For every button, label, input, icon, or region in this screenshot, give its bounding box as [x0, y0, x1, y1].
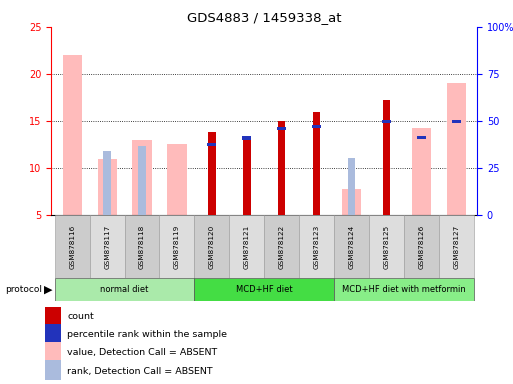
Text: GSM878120: GSM878120 — [209, 225, 215, 269]
Bar — [90, 215, 125, 278]
Bar — [160, 215, 194, 278]
Text: MCD+HF diet: MCD+HF diet — [236, 285, 292, 294]
Text: GSM878119: GSM878119 — [174, 225, 180, 269]
Bar — [264, 215, 299, 278]
Title: GDS4883 / 1459338_at: GDS4883 / 1459338_at — [187, 11, 342, 24]
Text: GSM878116: GSM878116 — [69, 225, 75, 269]
Bar — [334, 278, 473, 301]
Bar — [63, 55, 82, 215]
Bar — [383, 100, 390, 215]
Bar — [138, 146, 146, 215]
Bar — [45, 305, 61, 327]
Bar — [194, 278, 334, 301]
Bar — [369, 215, 404, 278]
Text: ▶: ▶ — [44, 285, 52, 295]
Text: normal diet: normal diet — [101, 285, 149, 294]
Text: value, Detection Call = ABSENT: value, Detection Call = ABSENT — [67, 348, 218, 357]
Text: protocol: protocol — [5, 285, 42, 294]
Text: GSM878127: GSM878127 — [453, 225, 459, 269]
Text: percentile rank within the sample: percentile rank within the sample — [67, 330, 227, 339]
Text: GSM878117: GSM878117 — [104, 225, 110, 269]
Text: GSM878125: GSM878125 — [383, 225, 389, 269]
Bar — [229, 215, 264, 278]
Bar — [242, 136, 251, 140]
Bar — [45, 324, 61, 346]
Bar — [446, 83, 466, 215]
Bar — [132, 140, 152, 215]
Bar — [207, 143, 216, 146]
Text: MCD+HF diet with metformin: MCD+HF diet with metformin — [342, 285, 466, 294]
Bar — [243, 140, 250, 215]
Text: GSM878121: GSM878121 — [244, 225, 250, 269]
Text: count: count — [67, 312, 94, 321]
Bar — [348, 158, 356, 215]
Bar — [208, 132, 215, 215]
Bar — [313, 112, 321, 215]
Bar — [278, 121, 285, 215]
Bar — [194, 215, 229, 278]
Bar — [411, 127, 431, 215]
Bar — [55, 278, 194, 301]
Text: GSM878118: GSM878118 — [139, 225, 145, 269]
Bar — [334, 215, 369, 278]
Bar — [452, 119, 461, 123]
Bar — [277, 127, 286, 131]
Text: GSM878126: GSM878126 — [418, 225, 424, 269]
Text: GSM878123: GSM878123 — [313, 225, 320, 269]
Text: GSM878122: GSM878122 — [279, 225, 285, 269]
Bar — [97, 159, 117, 215]
Text: GSM878124: GSM878124 — [348, 225, 354, 269]
Bar — [382, 119, 391, 123]
Bar — [439, 215, 473, 278]
Bar — [45, 342, 61, 364]
Bar — [167, 144, 187, 215]
Bar — [45, 360, 61, 382]
Bar — [312, 125, 321, 129]
Bar — [55, 215, 90, 278]
Bar — [103, 151, 111, 215]
Bar — [342, 189, 361, 215]
Text: rank, Detection Call = ABSENT: rank, Detection Call = ABSENT — [67, 367, 213, 376]
Bar — [417, 136, 426, 139]
Bar — [404, 215, 439, 278]
Bar — [125, 215, 160, 278]
Bar — [299, 215, 334, 278]
